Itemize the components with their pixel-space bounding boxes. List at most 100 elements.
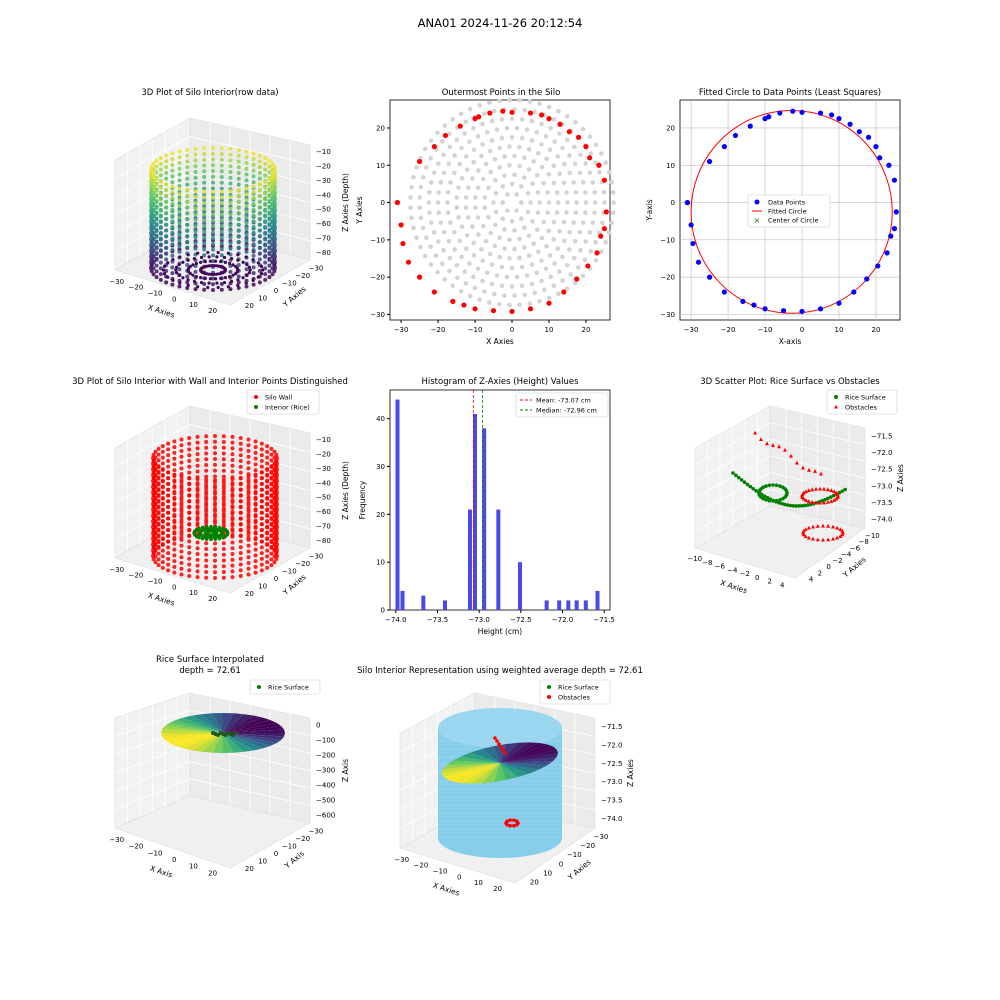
wall-point <box>179 566 184 571</box>
interior-point <box>526 147 532 152</box>
data-point <box>244 226 249 231</box>
wall-point <box>160 565 165 570</box>
wall-point <box>213 483 217 488</box>
wall-point <box>156 458 161 463</box>
data-point <box>151 161 156 166</box>
x-tick-label: −10 <box>148 577 163 585</box>
data-point <box>154 223 159 228</box>
data-point <box>164 216 169 221</box>
interior-point <box>467 293 473 299</box>
legend-box <box>515 392 609 418</box>
data-point <box>217 272 221 276</box>
wall-point <box>204 483 209 488</box>
x-tick-label: −73.5 <box>427 616 448 624</box>
data-point <box>257 240 262 245</box>
data-point <box>170 157 175 162</box>
data-point <box>257 193 262 198</box>
data-point <box>248 268 252 272</box>
obstacle-point <box>826 537 831 542</box>
data-point <box>245 273 249 277</box>
data-point <box>158 226 163 231</box>
obstacle-point <box>512 818 516 822</box>
data-point <box>270 243 275 248</box>
outer-point <box>394 199 400 206</box>
data-point <box>856 129 862 135</box>
interior-point <box>509 181 515 187</box>
interior-point <box>441 170 447 176</box>
data-point <box>193 217 198 222</box>
surface-patch <box>192 733 223 752</box>
wall-point <box>230 457 235 462</box>
wall-point <box>179 503 184 508</box>
data-point <box>251 207 256 212</box>
data-point <box>149 164 154 169</box>
data-point <box>210 264 214 268</box>
wall-point <box>238 435 243 440</box>
outer-point <box>566 129 572 135</box>
data-point <box>267 263 272 268</box>
data-point <box>251 162 256 167</box>
x-tick-label: −20 <box>129 572 144 580</box>
wall-point <box>195 540 200 545</box>
y-tick-label: 40 <box>376 415 385 423</box>
data-point <box>251 278 255 282</box>
data-point <box>228 246 233 251</box>
histogram-bar <box>443 600 447 610</box>
interior-point <box>438 180 444 185</box>
interior-point <box>507 237 512 243</box>
wall-point <box>253 468 258 473</box>
data-point <box>891 177 898 183</box>
wall-point <box>187 545 192 550</box>
wall-point <box>272 462 277 467</box>
surface-patch <box>223 733 234 753</box>
interior-point <box>573 120 578 125</box>
wall-point <box>272 514 277 519</box>
z-tick-label: 0 <box>316 722 320 730</box>
wall-point <box>246 437 251 442</box>
interior-point <box>445 190 451 195</box>
data-point <box>244 203 249 208</box>
wall-point <box>253 472 258 477</box>
interior-point <box>448 220 453 226</box>
wall-point <box>204 541 209 546</box>
data-point <box>170 271 175 276</box>
interior-point <box>552 261 557 266</box>
data-point <box>244 186 249 191</box>
wall-point <box>160 467 165 472</box>
data-point <box>251 196 256 201</box>
data-point <box>270 197 275 202</box>
legend-box <box>826 389 898 415</box>
data-point <box>158 191 163 196</box>
wall-point <box>204 477 209 482</box>
obstacle-point <box>503 751 507 755</box>
surface-patch <box>461 763 500 784</box>
interior-point <box>471 253 477 258</box>
data-point <box>177 226 182 231</box>
data-point <box>684 199 690 206</box>
x-tick-label: −74.0 <box>385 616 406 624</box>
wall-point <box>259 551 264 556</box>
data-point <box>193 240 198 245</box>
data-point <box>151 214 156 219</box>
data-point <box>236 283 240 287</box>
interior-point <box>529 281 535 287</box>
data-point <box>170 174 175 179</box>
interior-point <box>545 190 550 195</box>
data-point <box>263 156 268 161</box>
data-point <box>211 169 215 174</box>
data-point <box>263 202 268 207</box>
data-point <box>162 264 167 268</box>
obstacle-point <box>813 469 817 473</box>
wall-point <box>187 464 192 469</box>
x-axis-label: X Axies <box>719 578 748 595</box>
data-point <box>154 177 159 182</box>
wall-point <box>166 516 171 521</box>
data-point <box>185 176 190 181</box>
axes-3d-frame <box>694 405 866 579</box>
outer-point <box>472 116 478 122</box>
wall-point <box>265 537 270 542</box>
legend-marker-center: × <box>754 216 761 225</box>
surface-patch <box>223 713 234 733</box>
surface-patch <box>461 752 500 763</box>
interior-point <box>522 155 527 160</box>
